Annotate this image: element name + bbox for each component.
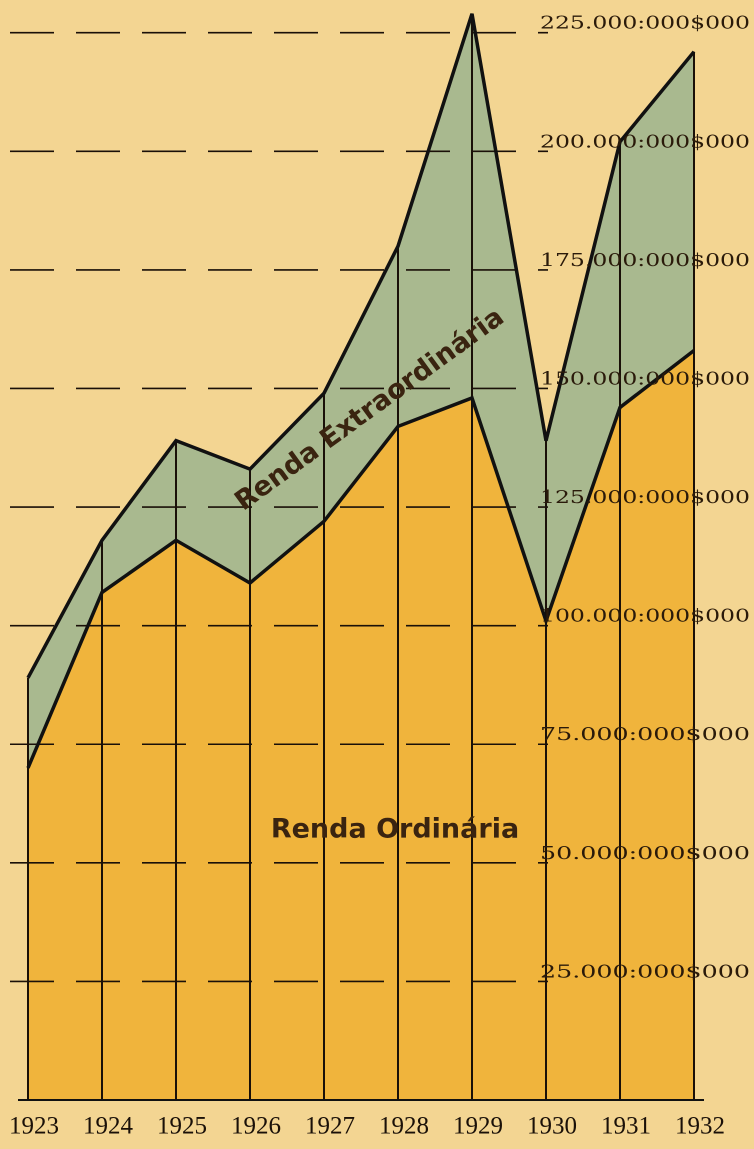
area <box>28 13 694 768</box>
x-tick-label: 1931 <box>601 1113 651 1140</box>
y-tick-label: 100.000:000$000 <box>540 606 750 627</box>
x-tick-label: 1927 <box>305 1113 355 1140</box>
y-tick-label: 175.000:000$000 <box>540 250 750 271</box>
x-tick-label: 1929 <box>453 1113 503 1140</box>
y-tick-label: 225.000:000$000 <box>540 13 750 34</box>
y-tick-label: 150.000:000$000 <box>540 368 750 389</box>
x-tick-label: 1925 <box>157 1113 207 1140</box>
x-tick-label: 1923 <box>9 1113 59 1140</box>
y-tick-label: 75.000:000$000 <box>540 724 750 745</box>
y-tick-label: 125.000:000$000 <box>540 487 750 508</box>
series-label: Renda Ordinária <box>271 814 519 845</box>
x-tick-label: 1930 <box>527 1113 577 1140</box>
x-tick-label: 1924 <box>83 1113 134 1140</box>
x-tick-label: 1932 <box>675 1113 725 1140</box>
y-tick-label: 200.000:000$000 <box>540 131 750 152</box>
x-tick-label: 1926 <box>231 1113 281 1140</box>
y-tick-label: 50.000:000$000 <box>540 843 750 864</box>
y-tick-label: 25.000:000$000 <box>540 961 750 982</box>
line <box>26 13 696 679</box>
x-tick-label: 1928 <box>379 1113 429 1140</box>
area <box>28 350 694 1101</box>
line <box>26 349 696 769</box>
